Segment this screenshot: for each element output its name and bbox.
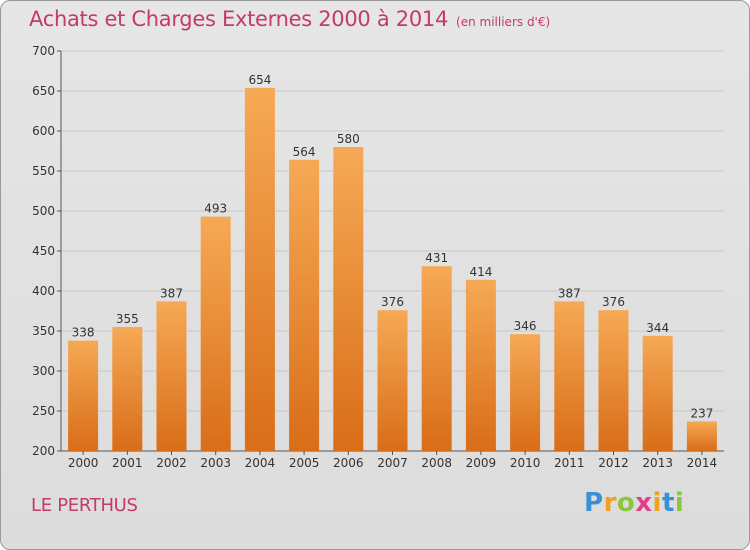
logo-letter: o — [616, 488, 636, 518]
logo-letter: P — [584, 488, 604, 518]
y-tick-label: 250 — [32, 404, 55, 418]
bar-value-label: 387 — [160, 286, 183, 300]
y-tick-label: 650 — [32, 84, 55, 98]
bar — [377, 310, 408, 451]
x-tick-label: 2001 — [112, 456, 143, 470]
bar-value-label: 564 — [293, 145, 316, 159]
location-label: LE PERTHUS — [31, 495, 138, 516]
logo-letter: t — [661, 488, 675, 518]
x-tick-label: 2004 — [245, 456, 276, 470]
x-tick-label: 2008 — [421, 456, 452, 470]
bar — [333, 147, 364, 451]
x-tick-label: 2003 — [200, 456, 231, 470]
bar — [244, 87, 275, 452]
y-tick-label: 600 — [32, 124, 55, 138]
bar — [598, 310, 629, 451]
bar-value-label: 376 — [381, 295, 404, 309]
bar-value-label: 387 — [558, 286, 581, 300]
bar-value-label: 654 — [248, 73, 271, 87]
logo-letter: i — [652, 488, 662, 518]
bar-value-label: 431 — [425, 251, 448, 265]
bar-value-label: 580 — [337, 132, 360, 146]
logo-letter: r — [603, 488, 617, 518]
y-tick-label: 300 — [32, 364, 55, 378]
x-tick-label: 2013 — [642, 456, 673, 470]
y-tick-label: 700 — [32, 44, 55, 58]
x-tick-label: 2000 — [68, 456, 99, 470]
bar-value-label: 338 — [72, 326, 95, 340]
x-tick-label: 2007 — [377, 456, 408, 470]
bar — [68, 340, 99, 451]
chart-title-text: Achats et Charges Externes 2000 à 2014 — [29, 7, 449, 31]
bar — [156, 301, 187, 451]
bar — [465, 279, 496, 451]
logo-letter: x — [635, 488, 653, 518]
y-tick-label: 550 — [32, 164, 55, 178]
chart-title: Achats et Charges Externes 2000 à 2014 (e… — [29, 7, 550, 31]
x-tick-label: 2010 — [510, 456, 541, 470]
bar — [686, 421, 717, 451]
x-tick-label: 2002 — [156, 456, 187, 470]
y-tick-label: 350 — [32, 324, 55, 338]
bar — [200, 216, 231, 451]
x-tick-label: 2005 — [289, 456, 320, 470]
x-tick-label: 2006 — [333, 456, 364, 470]
bar — [112, 327, 143, 451]
bar-value-label: 493 — [204, 202, 227, 216]
bar — [510, 334, 541, 451]
x-tick-label: 2014 — [687, 456, 718, 470]
bar-value-label: 346 — [514, 319, 537, 333]
bar — [554, 301, 585, 451]
chart-unit: (en milliers d'€) — [456, 15, 551, 29]
y-tick-label: 500 — [32, 204, 55, 218]
bar — [289, 159, 320, 452]
bar-value-label: 414 — [469, 265, 492, 279]
y-tick-label: 200 — [32, 444, 55, 458]
y-tick-label: 400 — [32, 284, 55, 298]
x-tick-label: 2012 — [598, 456, 629, 470]
bar — [421, 266, 452, 451]
proxiti-logo: Proxiti — [584, 488, 684, 518]
logo-letter: i — [674, 488, 685, 518]
x-tick-label: 2009 — [466, 456, 497, 470]
y-tick-label: 450 — [32, 244, 55, 258]
x-tick-label: 2011 — [554, 456, 585, 470]
bar — [642, 335, 673, 451]
bar-value-label: 237 — [690, 406, 713, 420]
bar-value-label: 355 — [116, 312, 139, 326]
bar-value-label: 376 — [602, 295, 625, 309]
bar-value-label: 344 — [646, 321, 669, 335]
